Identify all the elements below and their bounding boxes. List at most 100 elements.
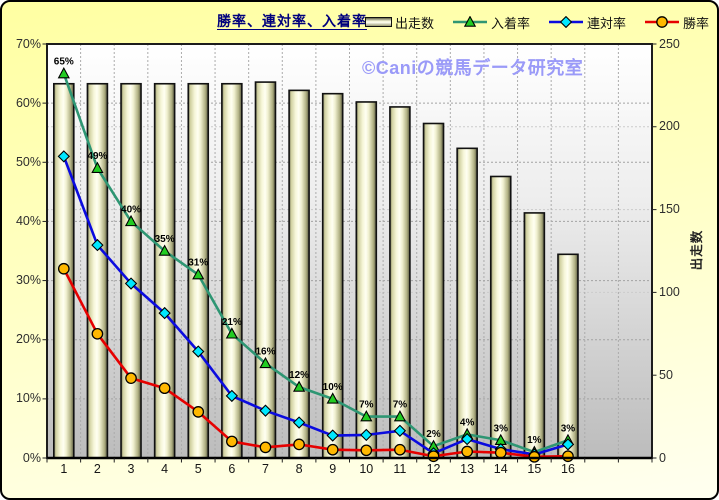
left-axis-tick-label: 0% bbox=[22, 450, 41, 465]
diamond-marker bbox=[124, 277, 138, 290]
x-axis-tick-label: 3 bbox=[127, 462, 135, 476]
data-label: 12% bbox=[289, 370, 309, 381]
triangle-marker bbox=[360, 410, 373, 422]
starts-bar-swatch-icon bbox=[365, 17, 392, 27]
legend-label-quinella-rate: 連対率 bbox=[586, 15, 626, 31]
triangle-marker bbox=[292, 380, 306, 392]
data-label: 65% bbox=[54, 57, 74, 68]
data-label: 16% bbox=[255, 346, 275, 357]
x-axis-tick-label: 5 bbox=[194, 462, 202, 476]
data-label: 7% bbox=[393, 400, 408, 411]
triangle-marker bbox=[124, 214, 138, 227]
bar bbox=[288, 89, 310, 459]
circle-marker bbox=[125, 372, 137, 385]
win-rate-line bbox=[62, 267, 570, 459]
circle-marker bbox=[259, 441, 272, 454]
win-rate-line-series bbox=[57, 262, 574, 463]
right-axis-tick-label: 150 bbox=[659, 202, 680, 217]
x-axis-tick-label: 16 bbox=[561, 462, 575, 476]
diamond-marker bbox=[57, 150, 70, 163]
gridlines bbox=[47, 44, 652, 458]
place-rate-marker-icon bbox=[452, 16, 488, 28]
place-rate-line bbox=[62, 72, 570, 454]
diamond-marker bbox=[158, 306, 171, 320]
right-axis-tick-label: 200 bbox=[659, 119, 680, 134]
circle-marker bbox=[394, 443, 406, 456]
legend-item-quinella-rate: 連対率 bbox=[548, 13, 626, 32]
x-axis-tick-label: 7 bbox=[261, 462, 269, 476]
circle-marker bbox=[57, 262, 70, 275]
diamond-marker bbox=[460, 432, 474, 446]
place-rate-legend-glyph bbox=[452, 16, 487, 27]
data-label: 3% bbox=[494, 423, 509, 434]
legend: 出走数 入着率 連対率 勝率 bbox=[365, 13, 709, 31]
diamond-marker bbox=[91, 238, 104, 252]
axes bbox=[42, 43, 657, 463]
plot-area: 65% 49% 40% 35% 31% 21% 16% 12% 10% 7% 7% 2% 4% 3% 1% 3… bbox=[42, 43, 657, 463]
quinella-rate-marker-icon bbox=[548, 16, 584, 28]
right-axis-tick-label: 100 bbox=[659, 284, 680, 299]
x-axis-tick-label: 1 bbox=[60, 462, 68, 476]
place-rate-data-labels: 65% 49% 40% 35% 31% 21% 16% 12% 10% 7% 7% 2% 4% 3% 1% 3… bbox=[54, 57, 576, 447]
data-label: 7% bbox=[359, 400, 374, 411]
diamond-marker bbox=[393, 424, 407, 437]
circle-marker bbox=[326, 443, 339, 456]
bar-swatch bbox=[365, 17, 392, 27]
chart-title: 勝率、連対率、入着率 bbox=[217, 13, 367, 29]
data-label: 21% bbox=[222, 317, 242, 328]
x-axis-tick-label: 11 bbox=[393, 462, 407, 476]
left-axis-tick-label: 20% bbox=[15, 332, 41, 347]
triangle-marker bbox=[91, 161, 104, 173]
circle-marker bbox=[656, 16, 668, 28]
diamond-marker bbox=[225, 389, 239, 403]
circle-marker bbox=[494, 446, 507, 459]
x-axis-tick-label: 14 bbox=[493, 462, 508, 476]
left-axis-tick-label: 30% bbox=[15, 273, 41, 288]
starts-bar-series bbox=[53, 81, 579, 459]
legend-item-place-rate: 入着率 bbox=[452, 13, 530, 32]
triangle-marker bbox=[393, 410, 407, 422]
left-axis-tick-label: 70% bbox=[15, 36, 41, 51]
right-axis-tick-label: 0 bbox=[659, 450, 666, 465]
triangle-marker bbox=[57, 67, 70, 79]
circle-marker bbox=[192, 406, 205, 418]
diamond-marker bbox=[292, 416, 306, 429]
left-axis-tick-label: 60% bbox=[15, 95, 41, 110]
x-axis-tick-label: 15 bbox=[527, 462, 542, 476]
x-axis-tick-label: 10 bbox=[359, 462, 374, 476]
x-axis-tick-label: 8 bbox=[295, 462, 303, 476]
x-axis-tick-label: 6 bbox=[228, 462, 236, 476]
data-label: 2% bbox=[426, 429, 441, 440]
quinella-rate-line bbox=[62, 155, 570, 456]
watermark: ©Caniの競馬データ研究室 bbox=[362, 58, 584, 78]
bar bbox=[489, 175, 512, 459]
bar bbox=[456, 147, 478, 459]
triangle-marker bbox=[326, 392, 339, 404]
quinella-rate-legend-glyph bbox=[548, 16, 583, 28]
legend-label-starts: 出走数 bbox=[395, 15, 435, 31]
diamond-marker bbox=[360, 428, 373, 442]
legend-label-win-rate: 勝率 bbox=[682, 15, 709, 31]
triangle-marker bbox=[463, 16, 477, 27]
diamond-marker bbox=[259, 404, 272, 417]
left-axis-tick-label: 10% bbox=[15, 391, 41, 406]
bar bbox=[86, 82, 109, 459]
triangle-marker bbox=[158, 244, 171, 256]
bar bbox=[523, 212, 546, 459]
right-axis-title: 出走数 bbox=[690, 229, 704, 271]
x-axis-tick-label: 13 bbox=[460, 462, 475, 476]
circle-marker bbox=[158, 382, 171, 395]
right-axis-tick-label: 250 bbox=[659, 36, 680, 51]
left-axis-tick-label: 50% bbox=[15, 154, 41, 169]
circle-marker bbox=[427, 450, 440, 463]
data-label: 35% bbox=[155, 234, 175, 245]
data-label: 40% bbox=[121, 204, 141, 215]
diamond-marker bbox=[561, 438, 575, 451]
triangle-marker bbox=[192, 268, 205, 280]
circle-marker bbox=[562, 450, 574, 463]
diamond-marker bbox=[192, 345, 205, 358]
chart-canvas: 65% 49% 40% 35% 31% 21% 16% 12% 10% 7% 7% 2% 4% 3% 1% 3… bbox=[42, 43, 657, 463]
x-axis-tick-label: 2 bbox=[93, 462, 101, 476]
bar bbox=[254, 81, 277, 459]
